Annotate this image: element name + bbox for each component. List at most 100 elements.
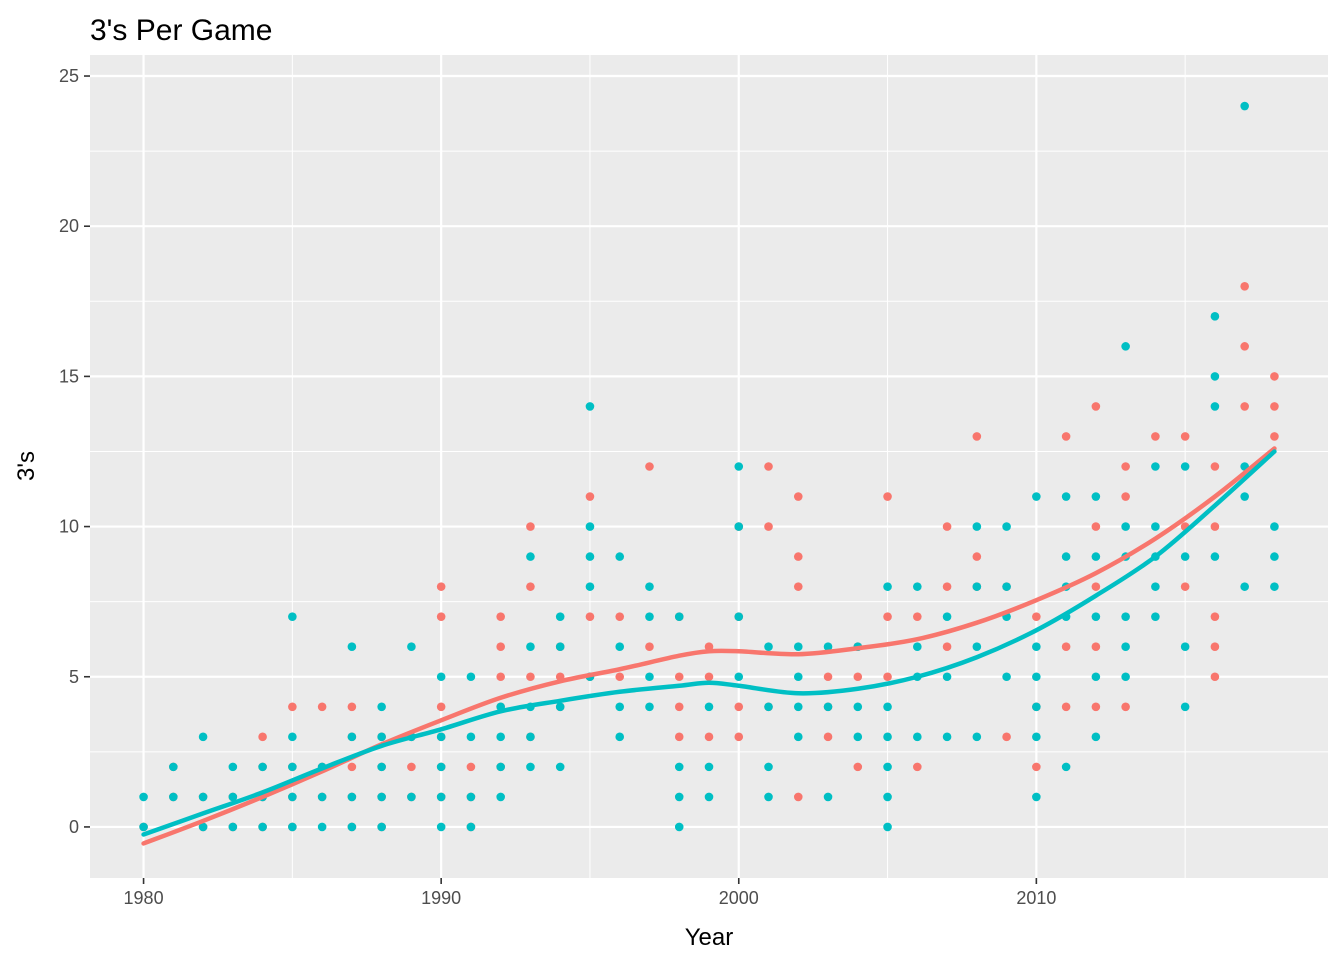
data-point-teal (972, 582, 982, 591)
data-point-teal (1032, 492, 1041, 501)
data-point-teal (466, 732, 476, 742)
data-point-red (823, 672, 833, 682)
data-point-teal (1121, 672, 1130, 682)
data-point-teal (496, 762, 505, 772)
data-point-teal (526, 552, 535, 561)
data-point-teal (1061, 762, 1071, 772)
x-tick-label: 1990 (421, 888, 461, 908)
data-point-teal (555, 642, 565, 652)
data-point-teal (377, 792, 386, 802)
data-point-teal (615, 552, 625, 561)
data-point-red (1061, 642, 1071, 652)
data-point-teal (407, 792, 416, 802)
data-point-red (645, 642, 654, 652)
y-axis-title: 3's (13, 451, 40, 481)
data-point-red (526, 672, 535, 682)
data-point-teal (1032, 702, 1041, 712)
data-point-red (466, 762, 476, 772)
data-point-teal (228, 822, 238, 832)
data-point-teal (585, 522, 595, 531)
data-point-teal (645, 582, 654, 591)
data-point-teal (615, 642, 625, 652)
data-point-teal (734, 522, 744, 531)
data-point-teal (288, 822, 297, 832)
data-point-teal (1032, 672, 1041, 682)
data-point-teal (793, 732, 803, 742)
data-point-teal (972, 732, 982, 742)
data-point-teal (288, 612, 297, 621)
chart-title: 3's Per Game (90, 14, 272, 47)
data-point-teal (1091, 612, 1101, 621)
data-point-red (526, 582, 535, 591)
data-point-red (1240, 342, 1249, 351)
data-point-teal (288, 732, 297, 742)
data-point-teal (1180, 462, 1190, 471)
data-point-teal (258, 822, 267, 832)
data-point-red (883, 672, 892, 682)
data-point-teal (139, 792, 148, 802)
data-points (139, 101, 1279, 832)
data-point-red (1210, 672, 1220, 682)
data-point-red (1091, 522, 1101, 531)
data-point-teal (823, 702, 833, 712)
data-point-teal (555, 702, 565, 712)
data-point-teal (1240, 101, 1249, 111)
data-point-teal (823, 642, 833, 652)
data-point-teal (1032, 642, 1041, 652)
data-point-red (1180, 582, 1190, 591)
data-point-teal (1210, 402, 1220, 411)
data-point-red (645, 462, 654, 471)
data-point-red (585, 492, 595, 501)
data-point-red (1061, 702, 1071, 712)
data-point-red (972, 552, 982, 561)
data-point-teal (288, 792, 297, 802)
data-point-teal (1091, 732, 1101, 742)
data-point-teal (1032, 792, 1041, 802)
data-point-teal (377, 762, 386, 772)
data-point-red (1210, 642, 1220, 652)
axes: 1980 1990 2000 2010 0 5 10 15 20 25 (59, 66, 1056, 908)
data-point-teal (793, 642, 803, 652)
data-point-red (347, 702, 357, 712)
data-point-teal (347, 792, 357, 802)
data-point-teal (674, 822, 684, 832)
data-point-red (942, 522, 952, 531)
data-point-teal (377, 702, 386, 712)
y-tick-label: 5 (69, 667, 79, 687)
trend-lines (141, 446, 1277, 846)
data-point-teal (1270, 582, 1279, 591)
data-point-teal (466, 822, 476, 832)
data-point-red (1091, 642, 1101, 652)
data-point-teal (288, 762, 297, 772)
data-point-teal (585, 582, 595, 591)
data-point-teal (1180, 552, 1190, 561)
data-point-red (704, 732, 714, 742)
data-point-teal (913, 732, 922, 742)
data-point-teal (972, 522, 982, 531)
data-point-red (496, 672, 505, 682)
data-point-teal (407, 642, 416, 652)
data-point-red (823, 732, 833, 742)
data-point-teal (1121, 522, 1130, 531)
data-point-teal (1180, 642, 1190, 652)
data-point-red (436, 612, 446, 621)
data-point-teal (496, 792, 505, 802)
data-point-red (793, 582, 803, 591)
data-point-red (853, 762, 863, 772)
data-point-teal (1061, 492, 1071, 501)
data-point-teal (317, 792, 327, 802)
data-point-red (496, 642, 505, 652)
data-point-teal (526, 732, 535, 742)
data-point-teal (1002, 582, 1011, 591)
data-point-teal (1151, 612, 1160, 621)
data-point-red (1091, 402, 1101, 411)
y-tick-label: 0 (69, 817, 79, 837)
data-point-red (258, 732, 267, 742)
data-point-teal (883, 702, 892, 712)
data-point-teal (466, 672, 476, 682)
data-point-teal (1091, 552, 1101, 561)
y-tick-label: 10 (59, 517, 79, 537)
data-point-teal (764, 792, 773, 802)
data-point-red (1270, 432, 1279, 441)
data-point-teal (198, 822, 208, 832)
